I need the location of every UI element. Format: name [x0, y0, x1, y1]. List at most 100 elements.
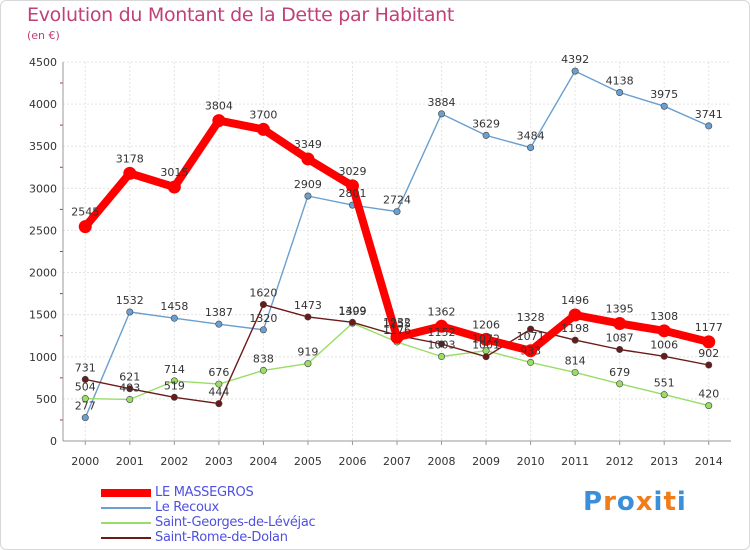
data-point-le-massegros [123, 166, 137, 180]
data-label-le-massegros: 3700 [249, 108, 277, 121]
data-point-le-massegros [345, 179, 359, 193]
chart-title: Evolution du Montant de la Dette par Hab… [27, 4, 455, 26]
data-point-le-recoux [126, 308, 134, 316]
data-point-le-recoux [81, 414, 89, 422]
data-point-saint-georges-de-levejac [616, 380, 624, 388]
data-label-le-recoux: 277 [75, 400, 96, 413]
data-point-le-recoux [571, 67, 579, 75]
data-label-le-recoux: 4392 [561, 53, 589, 66]
data-label-saint-rome-de-dolan: 1328 [517, 311, 545, 324]
data-point-le-massegros [702, 335, 716, 349]
data-label-le-massegros: 1177 [695, 321, 723, 334]
legend-item: Saint-Rome-de-Dolan [101, 530, 315, 545]
x-tick-label: 2007 [383, 455, 411, 468]
data-label-saint-rome-de-dolan: 1152 [428, 326, 456, 339]
data-point-saint-georges-de-levejac [527, 358, 535, 366]
x-tick-label: 2002 [160, 455, 188, 468]
data-label-saint-rome-de-dolan: 1087 [606, 331, 634, 344]
data-point-le-massegros [657, 324, 671, 338]
data-label-le-massegros: 1308 [650, 310, 678, 323]
data-label-saint-rome-de-dolan: 1001 [472, 339, 500, 352]
data-point-saint-rome-de-dolan [81, 375, 89, 383]
data-point-saint-georges-de-levejac [215, 380, 223, 388]
legend-item: Le Recoux [101, 500, 315, 515]
data-point-saint-rome-de-dolan [259, 301, 267, 309]
x-tick-label: 2009 [472, 455, 500, 468]
data-label-saint-georges-de-levejac: 1176 [383, 324, 411, 337]
data-point-saint-georges-de-levejac [259, 366, 267, 374]
data-point-saint-rome-de-dolan [438, 340, 446, 348]
data-label-le-massegros: 1232 [383, 316, 411, 329]
y-tick-label: 0 [50, 435, 57, 448]
data-label-saint-rome-de-dolan: 1409 [338, 304, 366, 317]
data-label-le-recoux: 3884 [428, 96, 456, 109]
x-tick-label: 2008 [428, 455, 456, 468]
data-label-le-massegros: 3029 [338, 165, 366, 178]
data-label-le-massegros: 3349 [294, 138, 322, 151]
brand-letter: i [676, 487, 687, 517]
chart-unit-label: (en €) [27, 29, 60, 42]
y-tick-label: 2500 [29, 224, 57, 237]
data-point-le-massegros [435, 319, 449, 333]
data-point-saint-georges-de-levejac [705, 402, 713, 410]
data-label-le-recoux: 2724 [383, 194, 411, 207]
data-label-saint-georges-de-levejac: 1003 [428, 339, 456, 352]
brand-letter: r [603, 487, 617, 517]
data-point-saint-rome-de-dolan [616, 345, 624, 353]
data-point-le-recoux [482, 131, 490, 139]
data-point-le-massegros [301, 152, 315, 166]
data-label-le-recoux: 1320 [249, 312, 277, 325]
data-label-saint-georges-de-levejac: 1399 [338, 305, 366, 318]
data-point-saint-georges-de-levejac [170, 377, 178, 385]
data-label-le-recoux: 2801 [338, 187, 366, 200]
data-label-saint-georges-de-levejac: 676 [208, 366, 229, 379]
data-label-saint-georges-de-levejac: 679 [609, 366, 630, 379]
data-point-le-recoux [215, 320, 223, 328]
data-point-le-massegros [524, 344, 538, 358]
y-tick-label: 4000 [29, 98, 57, 111]
data-label-le-recoux: 3741 [695, 108, 723, 121]
x-tick-label: 2005 [294, 455, 322, 468]
x-tick-label: 2013 [650, 455, 678, 468]
x-tick-label: 2012 [606, 455, 634, 468]
data-label-le-recoux: 4138 [606, 74, 634, 87]
legend: LE MASSEGROS Le Recoux Saint-Georges-de-Lé… [101, 485, 316, 545]
data-point-le-recoux [259, 326, 267, 334]
legend-label: Saint-Rome-de-Dolan [155, 530, 288, 545]
data-label-saint-georges-de-levejac: 814 [565, 354, 586, 367]
data-point-le-recoux [170, 314, 178, 322]
data-point-saint-rome-de-dolan [126, 385, 134, 393]
data-label-saint-rome-de-dolan: 1255 [383, 317, 411, 330]
data-label-saint-georges-de-levejac: 493 [119, 381, 140, 394]
data-label-saint-georges-de-levejac: 504 [75, 381, 96, 394]
data-point-le-massegros [479, 332, 493, 346]
brand-logo: Proxiti [583, 487, 687, 517]
data-label-saint-georges-de-levejac: 714 [164, 363, 185, 376]
data-label-saint-rome-de-dolan: 1473 [294, 299, 322, 312]
data-label-saint-rome-de-dolan: 731 [75, 361, 96, 374]
y-tick-label: 3000 [29, 182, 57, 195]
data-point-le-recoux [660, 102, 668, 110]
data-point-saint-georges-de-levejac [660, 391, 668, 399]
data-point-le-massegros [390, 330, 404, 344]
data-point-le-massegros [568, 308, 582, 322]
data-label-le-recoux: 1458 [160, 300, 188, 313]
data-label-le-recoux: 1532 [116, 294, 144, 307]
data-label-le-massegros: 3804 [205, 100, 233, 113]
data-label-le-massegros: 1071 [517, 330, 545, 343]
data-point-le-massegros [78, 220, 92, 234]
data-point-saint-rome-de-dolan [170, 393, 178, 401]
data-point-saint-rome-de-dolan [705, 361, 713, 369]
data-label-le-massegros: 3015 [160, 166, 188, 179]
data-point-saint-georges-de-levejac [304, 360, 312, 368]
data-point-le-massegros [167, 180, 181, 194]
y-tick-label: 1000 [29, 351, 57, 364]
legend-swatch [101, 536, 151, 539]
data-point-le-recoux [304, 192, 312, 200]
data-label-saint-rome-de-dolan: 1198 [561, 322, 589, 335]
data-point-saint-rome-de-dolan [571, 336, 579, 344]
data-label-le-massegros: 3178 [116, 152, 144, 165]
x-tick-label: 2003 [205, 455, 233, 468]
data-label-saint-georges-de-levejac: 838 [253, 352, 274, 365]
